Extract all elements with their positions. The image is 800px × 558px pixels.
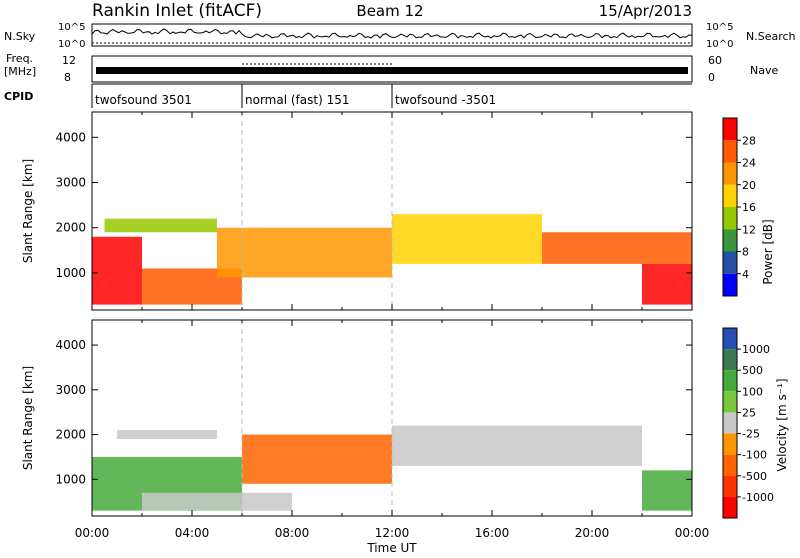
colorbar-swatch xyxy=(723,140,737,163)
velocity-colorbar: 1000 500 100 25 -25 -100 -500 -1000 xyxy=(722,327,774,519)
freq-panel-frame xyxy=(91,55,693,83)
colorbar-tick-label: -1000 xyxy=(742,491,774,504)
colorbar-tick-label: 20 xyxy=(742,179,756,192)
colorbar-swatch xyxy=(723,496,737,518)
data-band xyxy=(117,430,217,440)
time-tick-label: 00:00 xyxy=(675,526,710,540)
colorbar-swatch xyxy=(723,391,737,413)
freq-label-1: Freq. xyxy=(6,52,33,65)
time-axis: 00:00 04:00 08:00 12:00 16:00 20:00 00:00 xyxy=(75,526,710,540)
colorbar-swatch xyxy=(723,328,737,350)
noise-trace xyxy=(91,28,693,44)
freq-tick-bottom: 8 xyxy=(64,71,71,84)
freq-trace xyxy=(96,63,688,74)
colorbar-swatch xyxy=(723,229,737,252)
colorbar-tick-label: 4 xyxy=(742,268,749,281)
time-tick-label: 08:00 xyxy=(275,526,310,540)
y-axis-label: Slant Range [km] xyxy=(21,159,35,263)
y-tick-label: 1000 xyxy=(55,472,86,486)
colorbar-swatch xyxy=(723,412,737,434)
station-title: Rankin Inlet (fitACF) xyxy=(92,1,262,21)
y-tick-label: 3000 xyxy=(55,383,86,397)
colorbar-swatch xyxy=(723,433,737,455)
time-tick-label: 12:00 xyxy=(375,526,410,540)
colorbar-swatch xyxy=(723,475,737,497)
colorbar-tick-label: 25 xyxy=(742,406,756,419)
power-colorbar-label: Power [dB] xyxy=(761,219,775,284)
data-band xyxy=(392,214,542,264)
time-tick-label: 16:00 xyxy=(475,526,510,540)
y-tick-label: 2000 xyxy=(55,221,86,235)
colorbar-swatch xyxy=(723,273,737,296)
power-colorbar: 28 24 20 16 12 8 4 xyxy=(722,117,756,297)
cpid-mode-label: twofsound -3501 xyxy=(395,93,496,107)
colorbar-swatch xyxy=(723,454,737,476)
time-tick-label: 04:00 xyxy=(175,526,210,540)
noise-right-tick-bottom: 10^0 xyxy=(706,39,733,50)
velocity-colorbar-label: Velocity [m s⁻¹] xyxy=(775,378,789,471)
cpid-label: CPID xyxy=(4,90,33,103)
data-band xyxy=(92,236,142,305)
colorbar-tick-label: 16 xyxy=(742,201,756,214)
cpid-mode-label: twofsound 3501 xyxy=(95,93,192,107)
colorbar-swatch xyxy=(723,370,737,392)
colorbar-tick-label: 100 xyxy=(742,385,763,398)
data-band xyxy=(642,470,692,511)
data-band xyxy=(217,227,392,278)
colorbar-swatch xyxy=(723,251,737,274)
noise-left-tick-top: 10^5 xyxy=(58,22,85,33)
y-tick-label: 4000 xyxy=(55,130,86,144)
colorbar-tick-label: 1000 xyxy=(742,343,770,356)
y-axis-label: Slant Range [km] xyxy=(21,366,35,470)
colorbar-tick-label: -100 xyxy=(742,449,767,462)
y-tick-label: 3000 xyxy=(55,176,86,190)
colorbar-tick-label: 12 xyxy=(742,223,756,236)
nave-label: Nave xyxy=(750,64,778,77)
nave-tick-top: 60 xyxy=(708,54,722,67)
freq-band xyxy=(96,67,688,74)
freq-tick-top: 12 xyxy=(62,54,76,67)
cpid-panel: twofsound 3501 normal (fast) 151 twofsound… xyxy=(91,83,692,108)
power-panel: 1000 2000 3000 4000 Slant Range [km] xyxy=(21,111,693,311)
y-tick-label: 2000 xyxy=(55,428,86,442)
y-tick-label: 4000 xyxy=(55,338,86,352)
time-axis-label: Time UT xyxy=(366,541,417,554)
colorbar-swatch xyxy=(723,184,737,207)
noise-left-tick-bottom: 10^0 xyxy=(58,39,85,50)
colorbar-tick-label: 24 xyxy=(742,157,756,170)
colorbar-swatch xyxy=(723,162,737,185)
cpid-mode-label: normal (fast) 151 xyxy=(245,93,349,107)
data-band xyxy=(142,492,292,511)
time-tick-label: 20:00 xyxy=(575,526,610,540)
data-band xyxy=(242,434,392,484)
noise-right-tick-top: 10^5 xyxy=(706,22,733,33)
colorbar-tick-label: -500 xyxy=(742,470,767,483)
colorbar-tick-label: 500 xyxy=(742,364,763,377)
beam-title: Beam 12 xyxy=(356,2,423,20)
colorbar-tick-label: 8 xyxy=(742,246,749,259)
noise-sky-line xyxy=(91,28,693,39)
data-band xyxy=(392,425,642,466)
data-band xyxy=(104,218,217,233)
data-band xyxy=(642,263,692,305)
colorbar-frame xyxy=(722,327,738,519)
colorbar-swatch xyxy=(723,349,737,371)
colorbar-tick-label: 28 xyxy=(742,134,756,147)
noise-right-label: N.Search xyxy=(746,30,796,43)
nave-tick-bottom: 0 xyxy=(708,71,715,84)
colorbar-swatch xyxy=(723,207,737,230)
velocity-panel: 1000 2000 3000 4000 Slant Range [km] xyxy=(21,319,693,517)
colorbar-tick-label: -25 xyxy=(742,428,760,441)
noise-left-label: N.Sky xyxy=(4,30,36,43)
time-tick-label: 00:00 xyxy=(75,526,110,540)
data-band xyxy=(542,232,692,264)
freq-label-2: [MHz] xyxy=(4,65,36,78)
y-tick-label: 1000 xyxy=(55,266,86,280)
date-title: 15/Apr/2013 xyxy=(599,2,692,20)
colorbar-swatch xyxy=(723,118,737,141)
